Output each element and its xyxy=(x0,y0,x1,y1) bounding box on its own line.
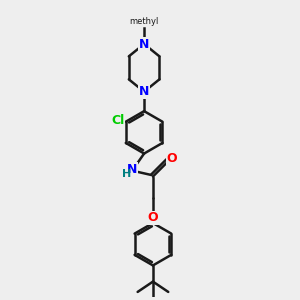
Text: O: O xyxy=(148,211,158,224)
Text: N: N xyxy=(127,163,137,176)
Text: N: N xyxy=(139,85,149,98)
Text: N: N xyxy=(139,38,149,50)
Text: H: H xyxy=(122,169,132,179)
Text: methyl: methyl xyxy=(129,17,159,26)
Text: Cl: Cl xyxy=(111,114,124,127)
Text: O: O xyxy=(167,152,177,165)
